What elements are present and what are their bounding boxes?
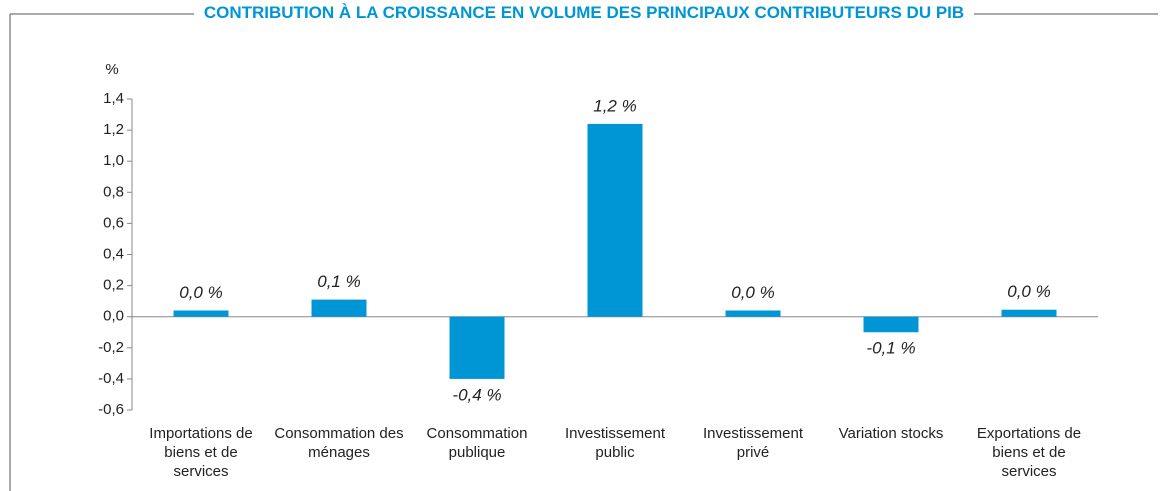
bar xyxy=(173,310,229,317)
bar xyxy=(863,316,919,333)
y-tick-label: 0,4 xyxy=(103,245,124,262)
x-tick-label: Investissement public xyxy=(564,425,666,461)
bar xyxy=(587,123,643,317)
y-tick-label: 0,2 xyxy=(103,277,124,294)
bar xyxy=(725,310,781,317)
value-label: 1,2 % xyxy=(593,96,636,115)
y-tick-label: -0,4 xyxy=(98,370,124,387)
bar xyxy=(1001,309,1057,317)
bar xyxy=(311,299,367,317)
x-tick-label: Exportations de biens et de services xyxy=(976,425,1082,480)
y-tick-label: -0,2 xyxy=(98,339,124,356)
y-tick-label: 0,6 xyxy=(103,214,124,231)
chart-title: CONTRIBUTION À LA CROISSANCE EN VOLUME D… xyxy=(0,3,1168,23)
y-tick-label: 1,4 xyxy=(103,90,124,107)
value-label: 0,0 % xyxy=(1007,282,1050,301)
x-tick-label: Investissement privé xyxy=(702,425,804,461)
value-label: -0,4 % xyxy=(452,385,501,404)
value-label: 0,0 % xyxy=(731,283,774,302)
bar xyxy=(449,316,505,379)
chart-title-text: CONTRIBUTION À LA CROISSANCE EN VOLUME D… xyxy=(193,3,975,22)
x-tick-label: Importations de biens et de services xyxy=(149,425,253,480)
y-tick-label: 1,2 xyxy=(103,121,124,138)
y-tick-label: 1,0 xyxy=(103,152,124,169)
y-tick-label: 0,0 xyxy=(103,308,124,325)
x-tick-label: Variation stocks xyxy=(838,425,944,442)
y-axis-label: % xyxy=(105,61,118,78)
value-label: -0,1 % xyxy=(866,339,915,358)
value-label: 0,1 % xyxy=(317,272,360,291)
y-tick-label: 0,8 xyxy=(103,183,124,200)
y-tick-label: -0,6 xyxy=(98,401,124,418)
x-tick-label: Consommation publique xyxy=(426,425,528,461)
x-tick-label: Consommation des ménages xyxy=(274,425,404,461)
value-label: 0,0 % xyxy=(179,283,222,302)
